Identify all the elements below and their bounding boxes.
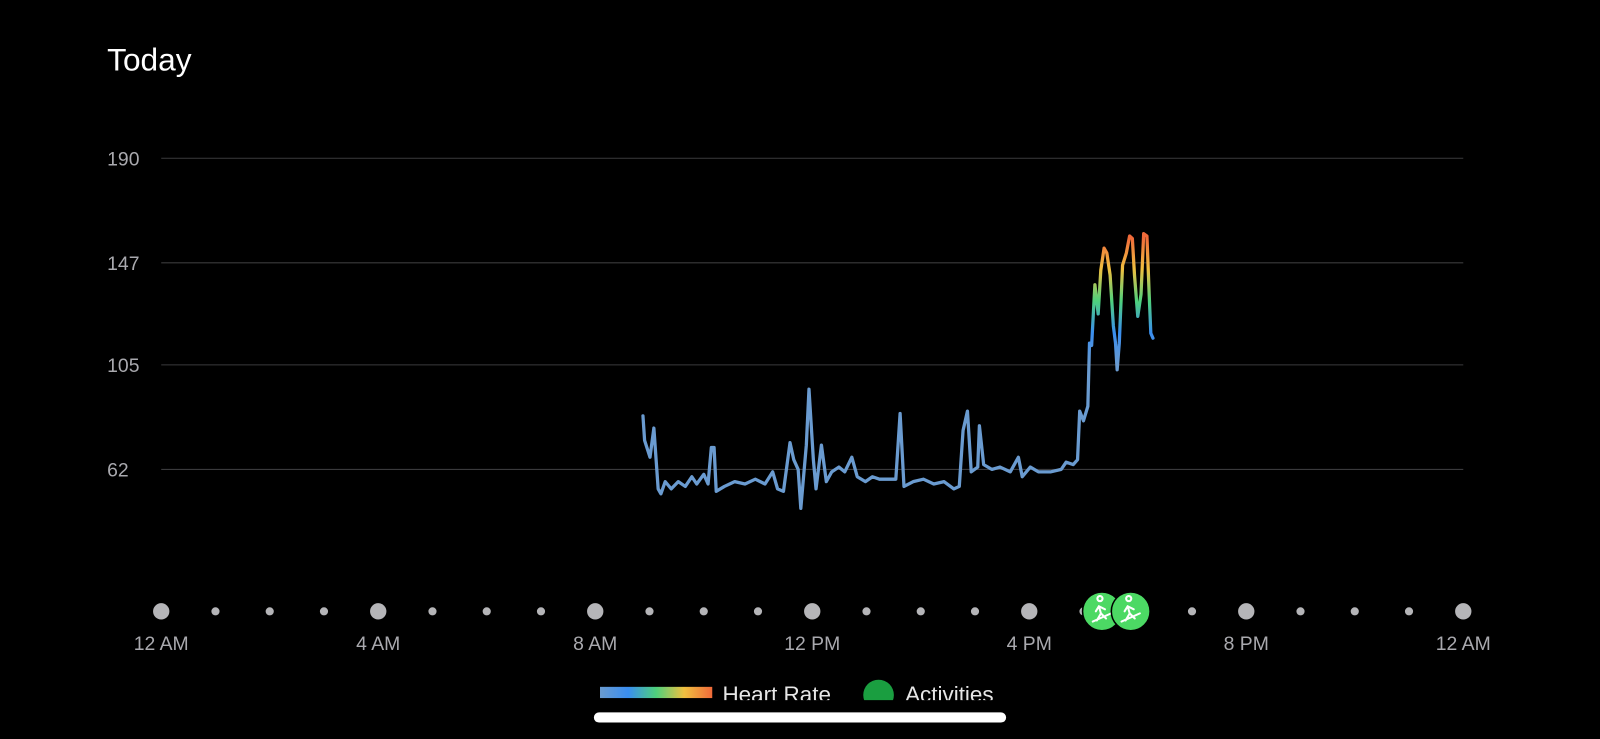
x-tick-label: 12 AM <box>134 633 189 655</box>
x-minor-tick-dot <box>1296 607 1305 616</box>
legend-swatch <box>600 686 713 699</box>
activity-icon <box>1120 595 1141 623</box>
x-minor-tick-dot <box>265 607 274 616</box>
x-minor-tick-dot <box>1404 607 1414 616</box>
x-minor-tick-dot <box>1350 607 1359 616</box>
x-minor-tick-dot <box>1187 607 1197 616</box>
x-tick-dot <box>1021 603 1038 620</box>
x-tick-label: 4 AM <box>356 633 400 655</box>
activity-marker <box>1110 591 1151 632</box>
legend-label: Heart Rate <box>722 682 831 707</box>
x-minor-tick-dot <box>536 607 546 616</box>
x-minor-tick-dot <box>916 607 925 616</box>
activity-icon <box>1091 595 1113 623</box>
y-tick-label: 105 <box>107 355 139 377</box>
x-minor-tick-dot <box>428 607 437 616</box>
heart-rate-line <box>641 232 1155 511</box>
x-minor-tick-dot <box>645 607 654 616</box>
x-minor-tick-dot <box>699 607 708 616</box>
x-tick-dot <box>153 603 170 620</box>
x-tick-dot <box>587 603 604 620</box>
x-tick-label: 8 AM <box>573 633 617 655</box>
legend-swatch <box>863 679 894 701</box>
x-tick-label: 12 AM <box>1436 633 1491 655</box>
y-tick-label: 62 <box>107 460 129 482</box>
y-tick-label: 190 <box>107 148 140 170</box>
chart-title: Today <box>107 42 192 78</box>
x-tick-dot <box>1238 603 1255 620</box>
x-minor-tick-dot <box>753 607 763 616</box>
x-minor-tick-dot <box>482 607 491 616</box>
x-tick-label: 12 PM <box>784 633 840 655</box>
x-tick-dot <box>804 603 821 620</box>
legend: Heart Rate Activities <box>600 679 994 707</box>
x-tick-label: 4 PM <box>1007 633 1052 655</box>
activity-marker <box>1081 591 1123 632</box>
y-tick-label: 147 <box>107 253 139 275</box>
x-tick-dot <box>1455 603 1472 620</box>
x-minor-tick-dot <box>211 607 220 616</box>
x-minor-tick-dot <box>970 607 980 616</box>
x-tick-dot <box>370 603 387 620</box>
x-minor-tick-dot <box>319 607 329 616</box>
legend-label: Activities <box>905 682 994 707</box>
x-tick-label: 8 PM <box>1224 633 1269 655</box>
home-indicator <box>593 712 1007 723</box>
x-minor-tick-dot <box>862 607 871 616</box>
